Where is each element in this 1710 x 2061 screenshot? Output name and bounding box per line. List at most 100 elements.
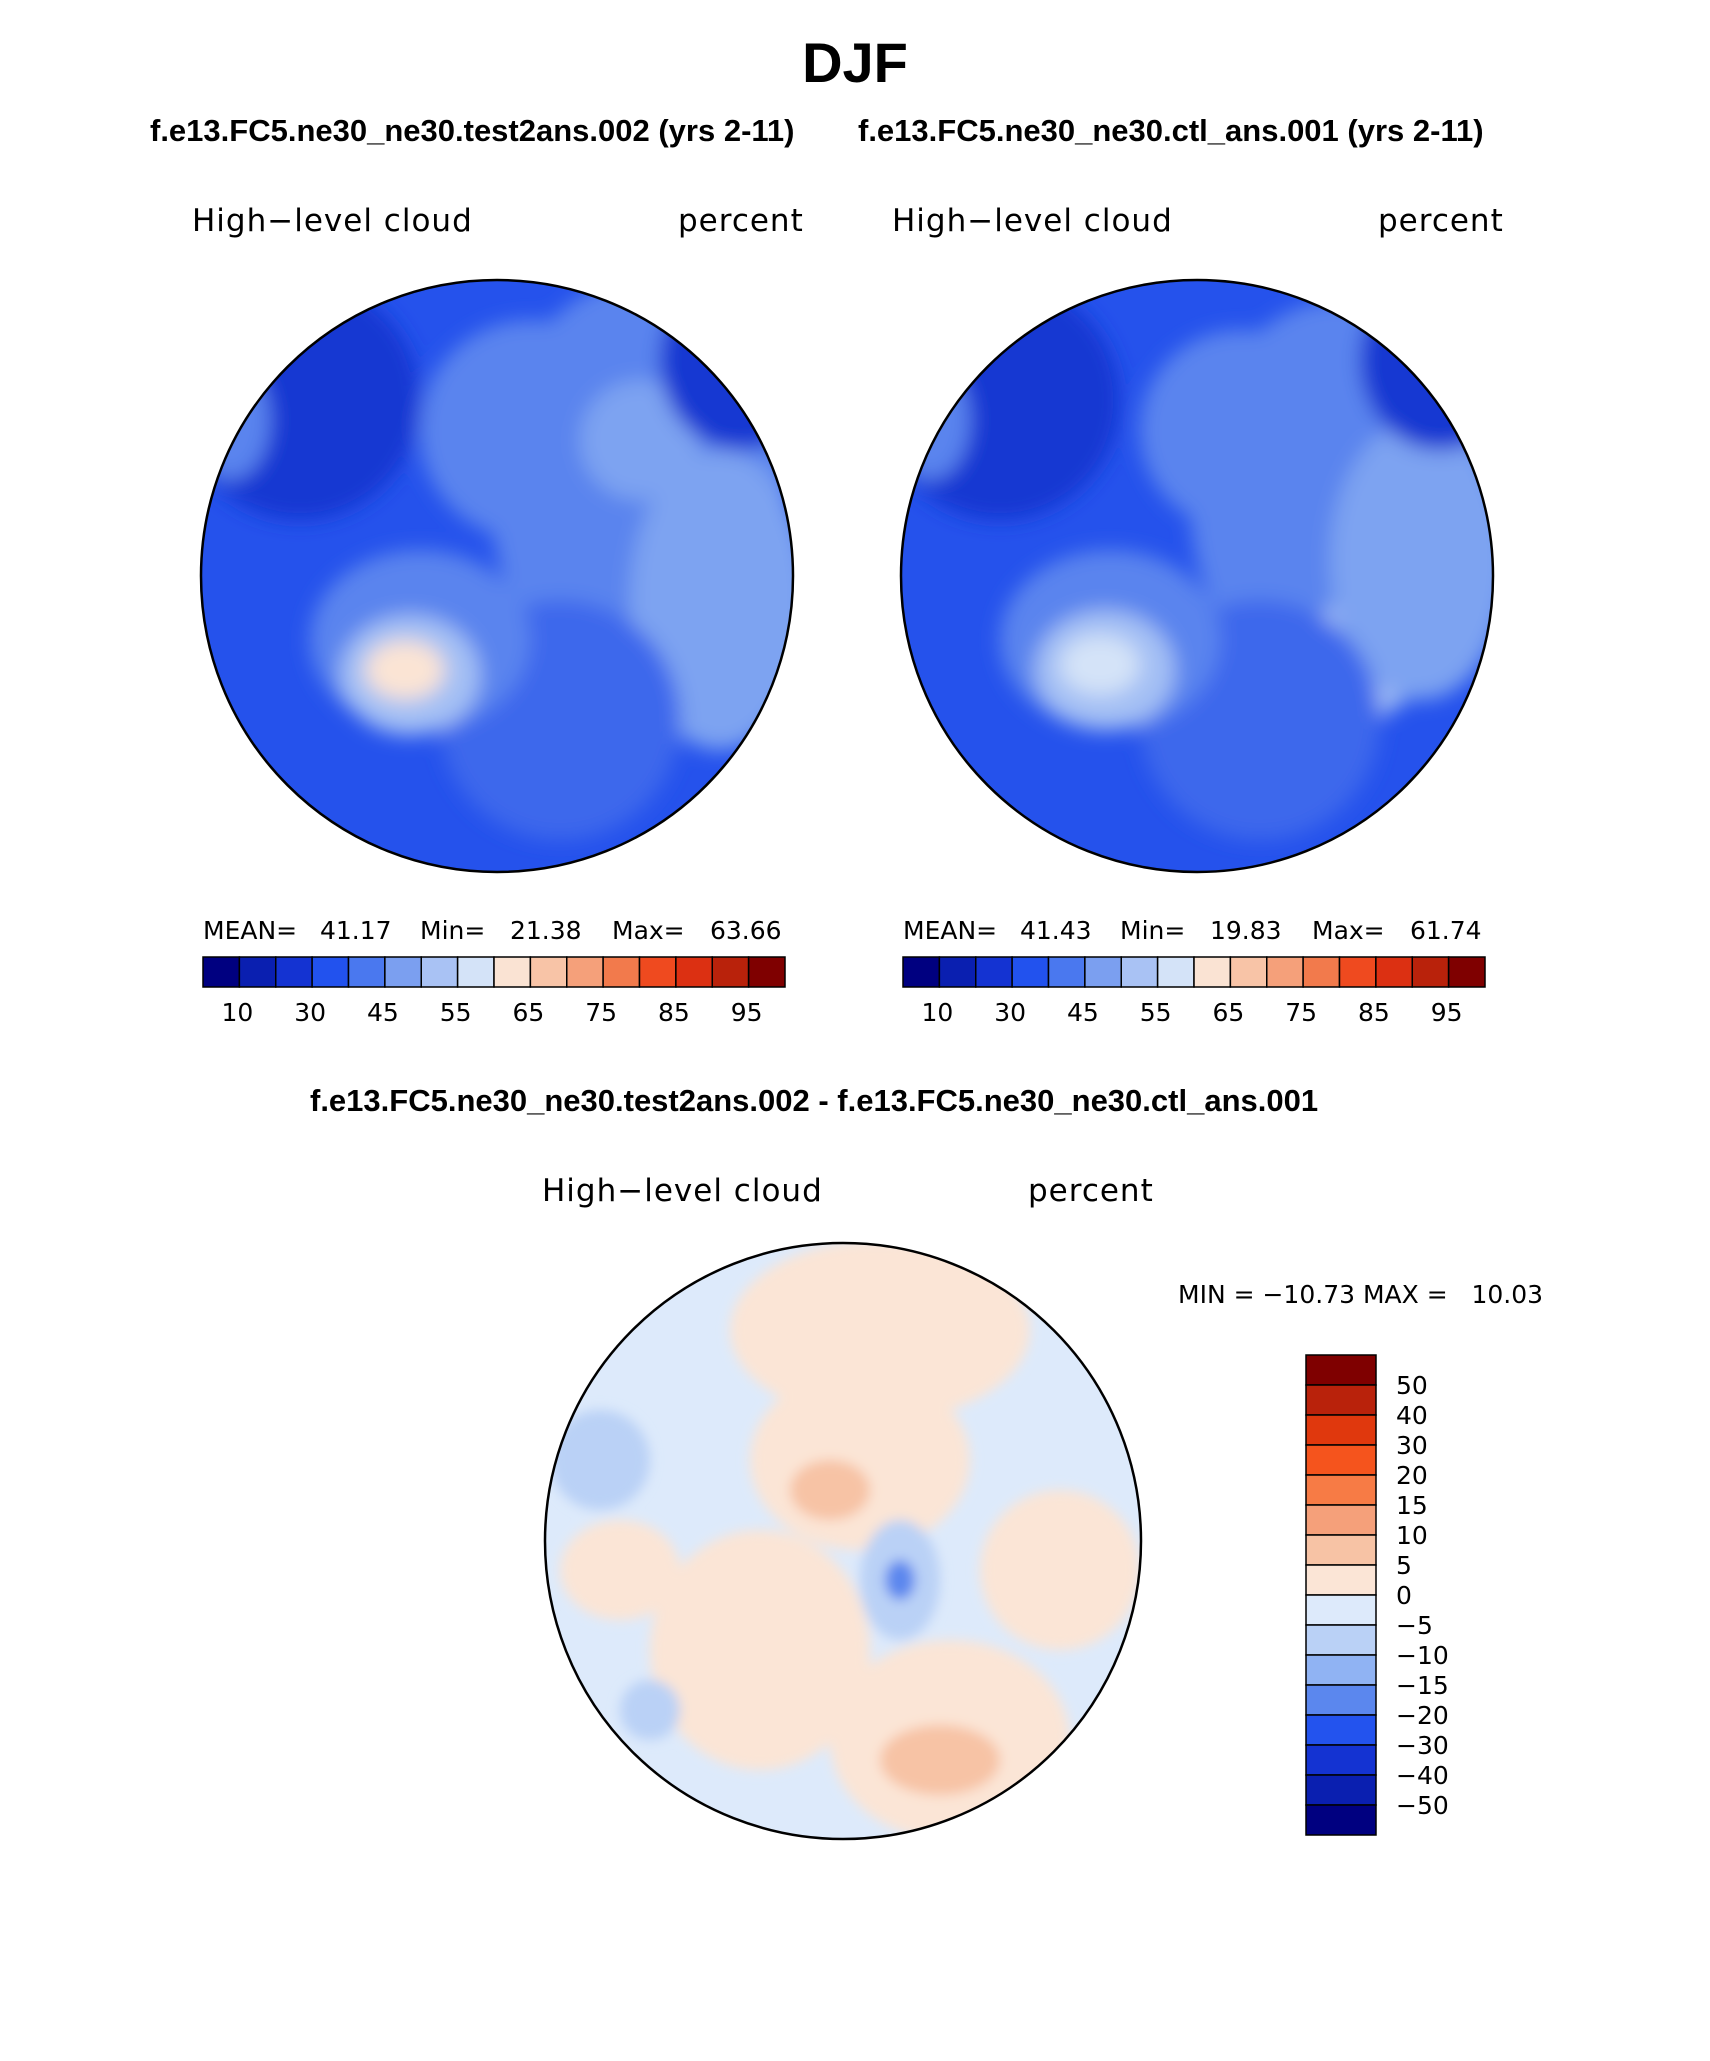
diff-colorbar-tick-label: 0 bbox=[1396, 1581, 1412, 1610]
panel1-colorbar-box bbox=[238, 956, 277, 988]
panel1-colorbar-box bbox=[202, 956, 241, 988]
panel2-colorbar-box bbox=[1302, 956, 1341, 988]
diff-colorbar-tick-label: −15 bbox=[1396, 1671, 1449, 1700]
panel2-mean-value: 41.43 bbox=[1020, 916, 1092, 945]
diff-colorbar-tick-label: 30 bbox=[1396, 1431, 1428, 1460]
diff-subtitle: f.e13.FC5.ne30_ne30.test2ans.002 - f.e13… bbox=[310, 1083, 1319, 1118]
panel1-colorbar-box bbox=[566, 956, 604, 988]
panel2-colorbar-tick-label: 30 bbox=[994, 998, 1026, 1027]
panel2-colorbar-box bbox=[975, 956, 1013, 988]
diff-colorbar-tick-label: −5 bbox=[1396, 1611, 1433, 1640]
panel2-colorbar-box bbox=[902, 956, 941, 988]
panel1-colorbar-tick-label: 30 bbox=[294, 998, 326, 1027]
panel2-colorbar-box bbox=[1266, 956, 1304, 988]
diff-colorbar-box bbox=[1305, 1744, 1377, 1776]
panel2-colorbar-tick-label: 65 bbox=[1212, 998, 1244, 1027]
diff-colorbar-box bbox=[1305, 1804, 1377, 1836]
panel1-colorbar-box bbox=[602, 956, 641, 988]
diff-colorbar-box bbox=[1305, 1774, 1377, 1806]
panel1-colorbar-box bbox=[275, 956, 313, 988]
diff-units-label: percent bbox=[1028, 1173, 1154, 1209]
diff-colorbar-tick-label: −40 bbox=[1396, 1761, 1449, 1790]
panel2-colorbar-box bbox=[1156, 956, 1195, 988]
panel1-colorbar-box bbox=[420, 956, 459, 988]
panel1-map-border bbox=[199, 278, 795, 874]
diff-map bbox=[545, 1243, 1141, 1839]
panel2-colorbar-box bbox=[1338, 956, 1377, 988]
panel2-max-label: Max= bbox=[1312, 916, 1385, 945]
panel1-colorbar-box bbox=[711, 956, 750, 988]
panel2-variable-label: High−level cloud bbox=[892, 203, 1173, 239]
diff-variable-label: High−level cloud bbox=[542, 1173, 823, 1209]
panel1-colorbar-box bbox=[347, 956, 386, 988]
panel2-colorbar: 10 30 45 55 65 75 85 95 bbox=[902, 956, 1486, 1027]
diff-minmax-label: MIN = −10.73 MAX = 10.03 bbox=[1178, 1280, 1544, 1309]
diff-colorbar-box bbox=[1305, 1414, 1377, 1446]
panel1-colorbar-tick-label: 55 bbox=[440, 998, 472, 1027]
panel1-colorbar-box bbox=[493, 956, 532, 988]
panel1-colorbar-tick-label: 45 bbox=[367, 998, 399, 1027]
panel2-colorbar-box bbox=[1447, 956, 1486, 988]
diff-colorbar-box bbox=[1305, 1684, 1377, 1716]
panel1-colorbar-box bbox=[311, 956, 350, 988]
diff-colorbar-box bbox=[1305, 1504, 1377, 1536]
panel1-colorbar-box bbox=[529, 956, 568, 988]
panel2-colorbar-box bbox=[938, 956, 977, 988]
diff-colorbar-box bbox=[1305, 1714, 1377, 1746]
panel1-mean-label: MEAN= bbox=[203, 916, 298, 945]
panel1-mean-value: 41.17 bbox=[320, 916, 392, 945]
panel1-colorbar-tick-label: 65 bbox=[512, 998, 544, 1027]
panel2-min-label: Min= bbox=[1120, 916, 1186, 945]
panel1-variable-label: High−level cloud bbox=[192, 203, 473, 239]
panel1-colorbar-box bbox=[747, 956, 786, 988]
panel2-colorbar-box bbox=[1120, 956, 1159, 988]
diff-colorbar-box bbox=[1305, 1534, 1377, 1566]
panel2-colorbar-box bbox=[1411, 956, 1450, 988]
panel2-colorbar-box bbox=[1375, 956, 1413, 988]
diff-colorbar-tick-label: −30 bbox=[1396, 1731, 1449, 1760]
panel2-max-value: 61.74 bbox=[1410, 916, 1482, 945]
diff-colorbar-tick-label: 40 bbox=[1396, 1401, 1428, 1430]
panel2-colorbar-tick-label: 45 bbox=[1067, 998, 1099, 1027]
diff-colorbar-box bbox=[1305, 1444, 1377, 1476]
panel1-colorbar-tick-label: 85 bbox=[658, 998, 690, 1027]
diff-colorbar-tick-label: 50 bbox=[1396, 1371, 1428, 1400]
panel1-min-value: 21.38 bbox=[510, 916, 582, 945]
diff-colorbar-box bbox=[1305, 1474, 1377, 1506]
diff-colorbar-box bbox=[1305, 1384, 1377, 1416]
panel2-map bbox=[901, 280, 1493, 872]
panel2-colorbar-tick-label: 10 bbox=[921, 998, 953, 1027]
panel1-colorbar-box bbox=[638, 956, 677, 988]
diff-map-border bbox=[543, 1241, 1143, 1841]
diff-colorbar-box bbox=[1305, 1594, 1377, 1626]
diff-colorbar-tick-label: −10 bbox=[1396, 1641, 1449, 1670]
panel2-colorbar-tick-label: 75 bbox=[1285, 998, 1317, 1027]
panel1-colorbar-tick-label: 75 bbox=[585, 998, 617, 1027]
panel2-colorbar-box bbox=[1229, 956, 1268, 988]
panel2-colorbar-box bbox=[1011, 956, 1050, 988]
diff-colorbar-tick-label: 15 bbox=[1396, 1491, 1428, 1520]
panel1-colorbar-tick-label: 10 bbox=[221, 998, 253, 1027]
diff-colorbar-box bbox=[1305, 1624, 1377, 1656]
panel1-min-label: Min= bbox=[420, 916, 486, 945]
panel2-colorbar-tick-label: 95 bbox=[1431, 998, 1463, 1027]
panel2-mean-label: MEAN= bbox=[903, 916, 998, 945]
diff-colorbar-tick-label: 5 bbox=[1396, 1551, 1412, 1580]
panel2-colorbar-box bbox=[1047, 956, 1086, 988]
panel1-units-label: percent bbox=[678, 203, 804, 239]
panel2-colorbar-box bbox=[1084, 956, 1122, 988]
panel1-colorbar-box bbox=[675, 956, 713, 988]
diff-colorbar-tick-label: 10 bbox=[1396, 1521, 1428, 1550]
diff-colorbar-box bbox=[1305, 1564, 1377, 1596]
panel2-map-border bbox=[899, 278, 1495, 874]
panel2-units-label: percent bbox=[1378, 203, 1504, 239]
diff-colorbar-box bbox=[1305, 1354, 1377, 1386]
panel1-colorbar: 10 30 45 55 65 75 85 95 bbox=[202, 956, 786, 1027]
figure-title: DJF bbox=[802, 31, 908, 94]
panel1-colorbar-box bbox=[456, 956, 495, 988]
panel1-colorbar-tick-label: 95 bbox=[731, 998, 763, 1027]
panel2-colorbar-tick-label: 55 bbox=[1140, 998, 1172, 1027]
panel1-max-label: Max= bbox=[612, 916, 685, 945]
